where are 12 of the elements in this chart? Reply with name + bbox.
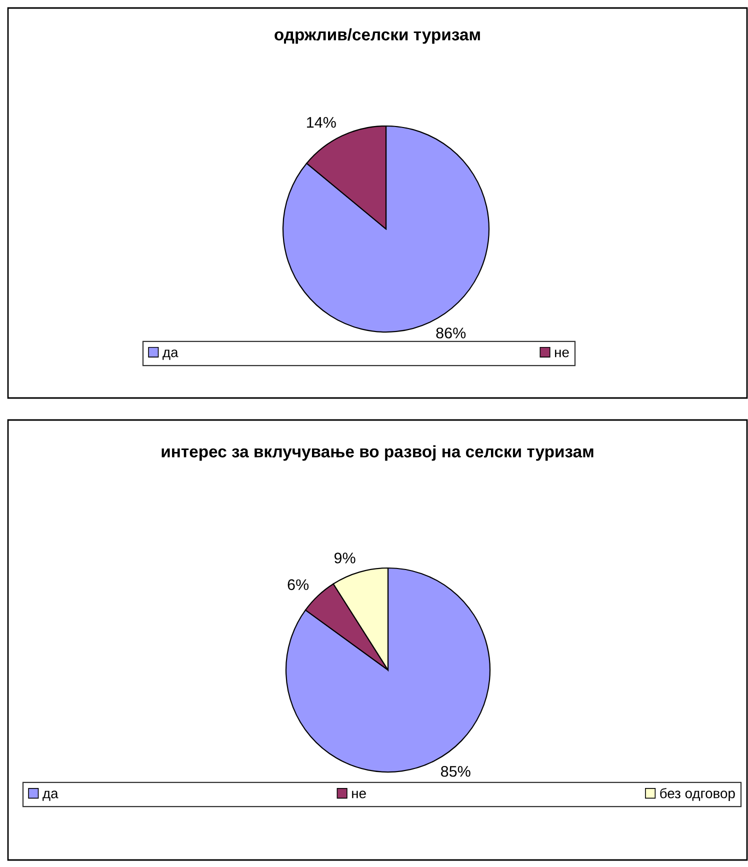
data-label: 86% (436, 328, 466, 338)
data-label: 9% (334, 552, 356, 564)
data-label: 85% (440, 766, 470, 777)
legend-label: да (162, 350, 178, 360)
data-label: 6% (288, 579, 309, 590)
legend-label: не (555, 350, 569, 358)
chart-title: интерес за вклучување во развој на селски туризам (162, 445, 594, 461)
data-label: 14% (307, 117, 336, 128)
legend-label: не (352, 790, 366, 798)
legend-label: да (42, 790, 58, 801)
chart-title: одржлив/селски туризам (274, 28, 480, 44)
legend-label: без одговор (660, 788, 735, 802)
